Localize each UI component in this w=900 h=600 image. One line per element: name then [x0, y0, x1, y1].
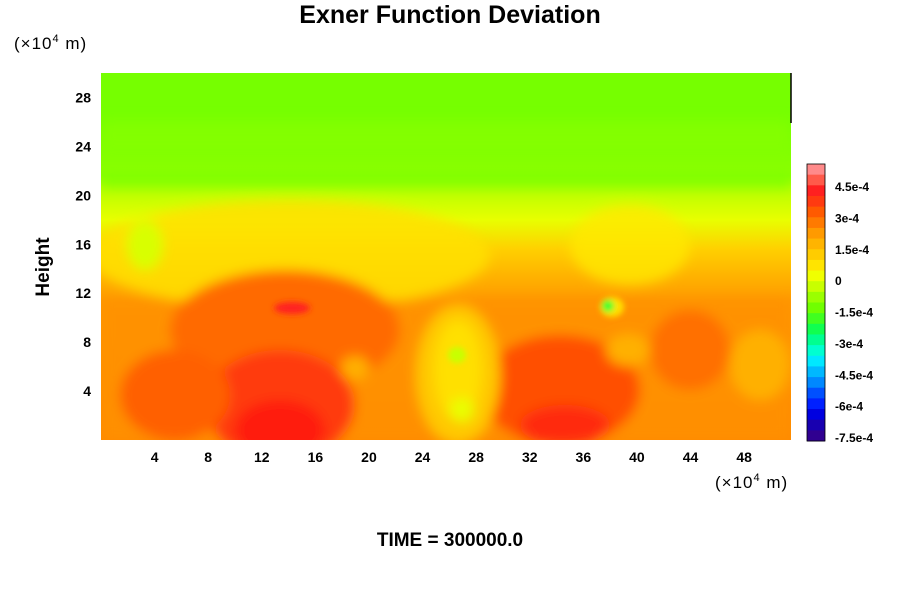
- colorbar-level-label: -7.5e-4: [835, 431, 873, 445]
- y-tick-labels: 4 8 12 16 20 24 28: [75, 89, 91, 399]
- x-unit-prefix: (×10: [715, 473, 754, 492]
- colorbar-swatch: [807, 259, 825, 272]
- colorbar-swatch: [807, 281, 825, 293]
- colorbar-level-label: -3e-4: [835, 337, 863, 351]
- colorbar-level-label: 3e-4: [835, 211, 859, 225]
- time-label: TIME = 300000.0: [376, 530, 524, 551]
- y-tick-label: 24: [75, 138, 91, 154]
- y-tick-label: 20: [75, 187, 91, 203]
- colorbar-swatch: [807, 366, 825, 378]
- x-tick-label: 44: [683, 449, 699, 465]
- x-tick-label: 8: [204, 449, 212, 465]
- heatmap-blobs: [101, 120, 791, 440]
- y-tick-label: 4: [83, 383, 91, 399]
- colorbar-swatch: [807, 302, 825, 314]
- colorbar-swatch: [807, 409, 825, 421]
- colorbar-swatch: [807, 238, 825, 250]
- y-unit-suffix: m): [59, 34, 88, 53]
- x-tick-label: 32: [522, 449, 538, 465]
- x-axis-unit: (×104 m): [715, 472, 788, 493]
- colorbar-swatch: [807, 195, 825, 208]
- x-tick-label: 40: [629, 449, 645, 465]
- x-tick-label: 20: [361, 449, 377, 465]
- y-unit-prefix: (×10: [14, 34, 53, 53]
- x-tick-labels: 4 8 12 16 20 24 28 32 36 40 44 48: [151, 449, 752, 465]
- y-tick-label: 8: [83, 334, 91, 350]
- colorbar-level-label: -4.5e-4: [835, 368, 873, 382]
- colorbar: [806, 163, 826, 442]
- x-unit-suffix: m): [760, 473, 789, 492]
- colorbar-swatch: [807, 398, 825, 410]
- x-tick-label: 12: [254, 449, 270, 465]
- colorbar-level-label: 1.5e-4: [835, 243, 869, 257]
- x-tick-label: 36: [576, 449, 592, 465]
- colorbar-swatch: [807, 249, 825, 261]
- colorbar-swatch: [807, 345, 825, 357]
- colorbar-swatch: [807, 206, 825, 218]
- x-tick-label: 48: [736, 449, 752, 465]
- colorbar-swatch: [807, 334, 825, 346]
- x-tick-label: 28: [468, 449, 484, 465]
- colorbar-swatch: [807, 377, 825, 389]
- colorbar-swatch: [807, 323, 825, 335]
- colorbar-labels: 4.5e-4 3e-4 1.5e-4 0 -1.5e-4 -3e-4 -4.5e-4 -6e-…: [835, 180, 873, 445]
- x-tick-label: 16: [308, 449, 324, 465]
- colorbar-level-label: 0: [835, 274, 842, 288]
- colorbar-level-label: 4.5e-4: [835, 180, 869, 194]
- y-axis-unit: (×104 m): [14, 33, 87, 54]
- colorbar-swatch: [807, 270, 825, 282]
- colorbar-level-label: -1.5e-4: [835, 306, 873, 320]
- y-unit-exponent: 4: [52, 33, 60, 45]
- y-tick-label: 16: [75, 236, 91, 252]
- colorbar-swatch: [807, 313, 825, 325]
- x-tick-label: 4: [151, 449, 159, 465]
- colorbar-swatch: [807, 164, 825, 176]
- colorbar-frame: [806, 163, 826, 442]
- colorbar-swatch: [807, 419, 825, 431]
- heatmap-field: [101, 73, 791, 440]
- colorbar-level-label: -6e-4: [835, 400, 863, 414]
- chart-title: Exner Function Deviation: [299, 1, 601, 29]
- colorbar-swatch: [807, 227, 825, 240]
- colorbar-swatch: [807, 291, 825, 303]
- y-tick-label: 12: [75, 285, 91, 301]
- y-tick-label: 28: [75, 89, 91, 105]
- colorbar-swatch: [807, 174, 825, 186]
- x-tick-label: 24: [415, 449, 431, 465]
- colorbar-swatch: [807, 185, 825, 197]
- colorbar-swatch: [807, 430, 825, 442]
- x-unit-exponent: 4: [753, 472, 761, 484]
- colorbar-swatch: [807, 387, 825, 399]
- colorbar-swatch: [807, 355, 825, 367]
- colorbar-swatch: [807, 217, 825, 229]
- heatmap-detail: [274, 297, 624, 363]
